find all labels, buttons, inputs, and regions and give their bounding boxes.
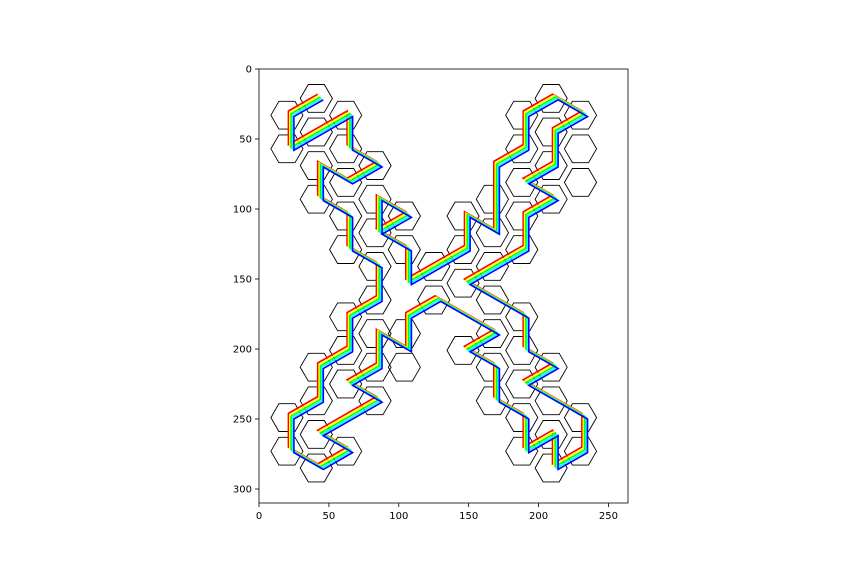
hex-cell xyxy=(299,386,333,416)
hex-cell xyxy=(270,134,304,164)
hex-cell xyxy=(505,369,539,399)
series-line-5 xyxy=(293,98,590,471)
y-tick-label: 300 xyxy=(233,485,252,496)
y-tick-label: 50 xyxy=(239,135,252,146)
hex-cell xyxy=(534,117,568,147)
hex-cell xyxy=(534,453,568,483)
x-tick-label: 200 xyxy=(529,511,548,522)
hex-cell xyxy=(505,302,539,332)
hex-cell xyxy=(475,386,510,416)
hex-cell xyxy=(387,319,421,348)
hex-cell xyxy=(563,134,598,164)
y-tick-label: 0 xyxy=(246,65,252,76)
hex-cell xyxy=(505,235,539,264)
hex-cell xyxy=(387,352,421,382)
hex-cell xyxy=(505,436,539,466)
hex-cell xyxy=(505,100,539,130)
hex-cell xyxy=(299,117,333,147)
hex-cell xyxy=(475,218,510,248)
hex-cell xyxy=(358,184,392,214)
hex-cell xyxy=(446,201,480,231)
hex-cell xyxy=(446,336,480,365)
y-tick-label: 250 xyxy=(233,415,252,426)
hex-cell xyxy=(270,403,304,432)
hex-cell xyxy=(505,201,539,231)
hex-cell xyxy=(358,252,392,281)
hex-cell xyxy=(475,352,510,382)
hex-cell xyxy=(563,168,598,197)
x-tick-label: 50 xyxy=(323,511,336,522)
hex-cell xyxy=(358,151,392,180)
hex-cell xyxy=(563,100,598,130)
hex-cell xyxy=(417,285,451,315)
hex-cell xyxy=(299,352,333,382)
hex-cell xyxy=(329,369,363,399)
hex-cell xyxy=(299,151,333,180)
y-tick-label: 150 xyxy=(233,275,252,286)
hex-cell xyxy=(534,386,568,416)
hex-cell xyxy=(270,436,304,466)
hex-cell xyxy=(358,386,392,416)
y-axis: 0 50 100 150 200 250 300 xyxy=(233,65,259,496)
x-tick-label: 0 xyxy=(256,511,262,522)
hex-cell xyxy=(563,403,598,432)
hex-cell xyxy=(505,168,539,197)
hex-cell xyxy=(534,184,568,214)
hex-cell xyxy=(329,201,363,231)
hex-cell xyxy=(299,453,333,483)
hex-cell xyxy=(446,235,480,264)
hex-cell xyxy=(299,84,333,113)
hex-cell xyxy=(534,84,568,113)
plot-frame xyxy=(258,68,629,504)
hex-cell xyxy=(329,302,363,332)
hex-cell xyxy=(358,319,392,348)
x-tick-label: 100 xyxy=(389,511,408,522)
hex-cell xyxy=(329,168,363,197)
hex-cell xyxy=(329,336,363,365)
hex-cell xyxy=(475,184,510,214)
hex-cell xyxy=(387,201,421,231)
x-tick-label: 250 xyxy=(599,511,618,522)
hex-cell xyxy=(534,420,568,449)
y-tick-label: 200 xyxy=(233,345,252,356)
hex-cell xyxy=(387,235,421,264)
hex-cell xyxy=(505,403,539,432)
hex-cell xyxy=(329,436,363,466)
hex-cell xyxy=(505,336,539,365)
hex-cell xyxy=(446,268,480,298)
x-tick-label: 150 xyxy=(459,511,478,522)
hex-cell xyxy=(534,151,568,180)
hex-cell xyxy=(475,319,510,348)
hex-cell xyxy=(505,134,539,164)
hex-cell xyxy=(563,436,598,466)
y-tick-label: 100 xyxy=(233,205,252,216)
hex-cell xyxy=(329,235,363,264)
x-axis: 0 50 100 150 200 250 xyxy=(256,503,618,522)
hex-cell xyxy=(329,134,363,164)
hex-cell xyxy=(534,352,568,382)
hex-cell xyxy=(329,100,363,130)
hex-cell xyxy=(475,285,510,315)
hex-cell xyxy=(299,184,333,214)
series-group xyxy=(287,93,590,471)
hex-grid xyxy=(270,84,598,483)
hex-cell xyxy=(358,285,392,315)
hex-cell xyxy=(358,352,392,382)
hex-cell xyxy=(417,252,451,281)
hex-cell xyxy=(358,218,392,248)
hex-cell xyxy=(475,252,510,281)
hex-cell xyxy=(299,420,333,449)
hex-cell xyxy=(270,100,304,130)
